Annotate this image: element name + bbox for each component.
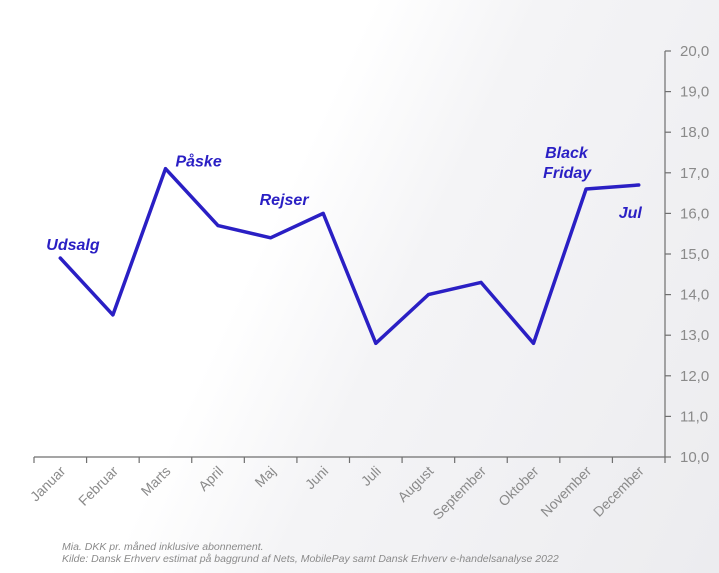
annotation-label: Jul <box>619 205 643 222</box>
y-tick-label: 20,0 <box>680 43 709 60</box>
data-point <box>426 293 430 297</box>
x-tick-label: Maj <box>251 463 278 490</box>
data-point <box>163 167 167 171</box>
x-tick-label: Juni <box>302 463 331 492</box>
y-tick-label: 16,0 <box>680 205 709 222</box>
data-point <box>321 211 325 215</box>
x-tick-label: April <box>195 463 226 494</box>
data-point <box>374 341 378 345</box>
annotation-label: Friday <box>543 165 592 182</box>
data-point <box>216 224 220 228</box>
y-tick-label: 18,0 <box>680 124 709 141</box>
footnote-unit: Mia. DKK pr. måned inklusive abonnement. <box>62 541 264 553</box>
x-tick-label: November <box>537 463 594 520</box>
footnote-source: Kilde: Dansk Erhverv estimat på baggrund… <box>62 553 559 565</box>
x-tick-label: December <box>590 463 647 520</box>
data-point <box>479 280 483 284</box>
data-point <box>58 256 62 260</box>
x-tick-label: Oktober <box>495 463 542 510</box>
x-tick-label: September <box>429 463 489 523</box>
y-tick-label: 14,0 <box>680 287 709 304</box>
data-point <box>584 187 588 191</box>
x-tick-label: Marts <box>138 463 174 499</box>
x-tick-label: Juli <box>358 463 384 489</box>
y-tick-label: 11,0 <box>680 408 708 425</box>
series-line <box>58 166 641 346</box>
x-tick-label: Januar <box>27 463 69 505</box>
y-tick-label: 12,0 <box>680 368 709 385</box>
data-point <box>111 313 115 317</box>
y-tick-label: 19,0 <box>680 84 709 101</box>
data-point <box>532 341 536 345</box>
data-point <box>269 236 273 240</box>
annotation-label: Påske <box>175 153 221 171</box>
x-tick-label: August <box>394 463 436 505</box>
x-tick-label: Februar <box>75 463 121 509</box>
annotation-label: Black <box>545 145 589 162</box>
y-tick-label: 17,0 <box>680 165 709 182</box>
y-tick-label: 15,0 <box>680 246 709 263</box>
y-tick-label: 13,0 <box>680 327 709 344</box>
data-point <box>637 183 641 187</box>
y-tick-label: 10,0 <box>680 449 709 466</box>
annotation-label: Udsalg <box>46 237 100 254</box>
annotation-label: Rejser <box>260 192 310 209</box>
